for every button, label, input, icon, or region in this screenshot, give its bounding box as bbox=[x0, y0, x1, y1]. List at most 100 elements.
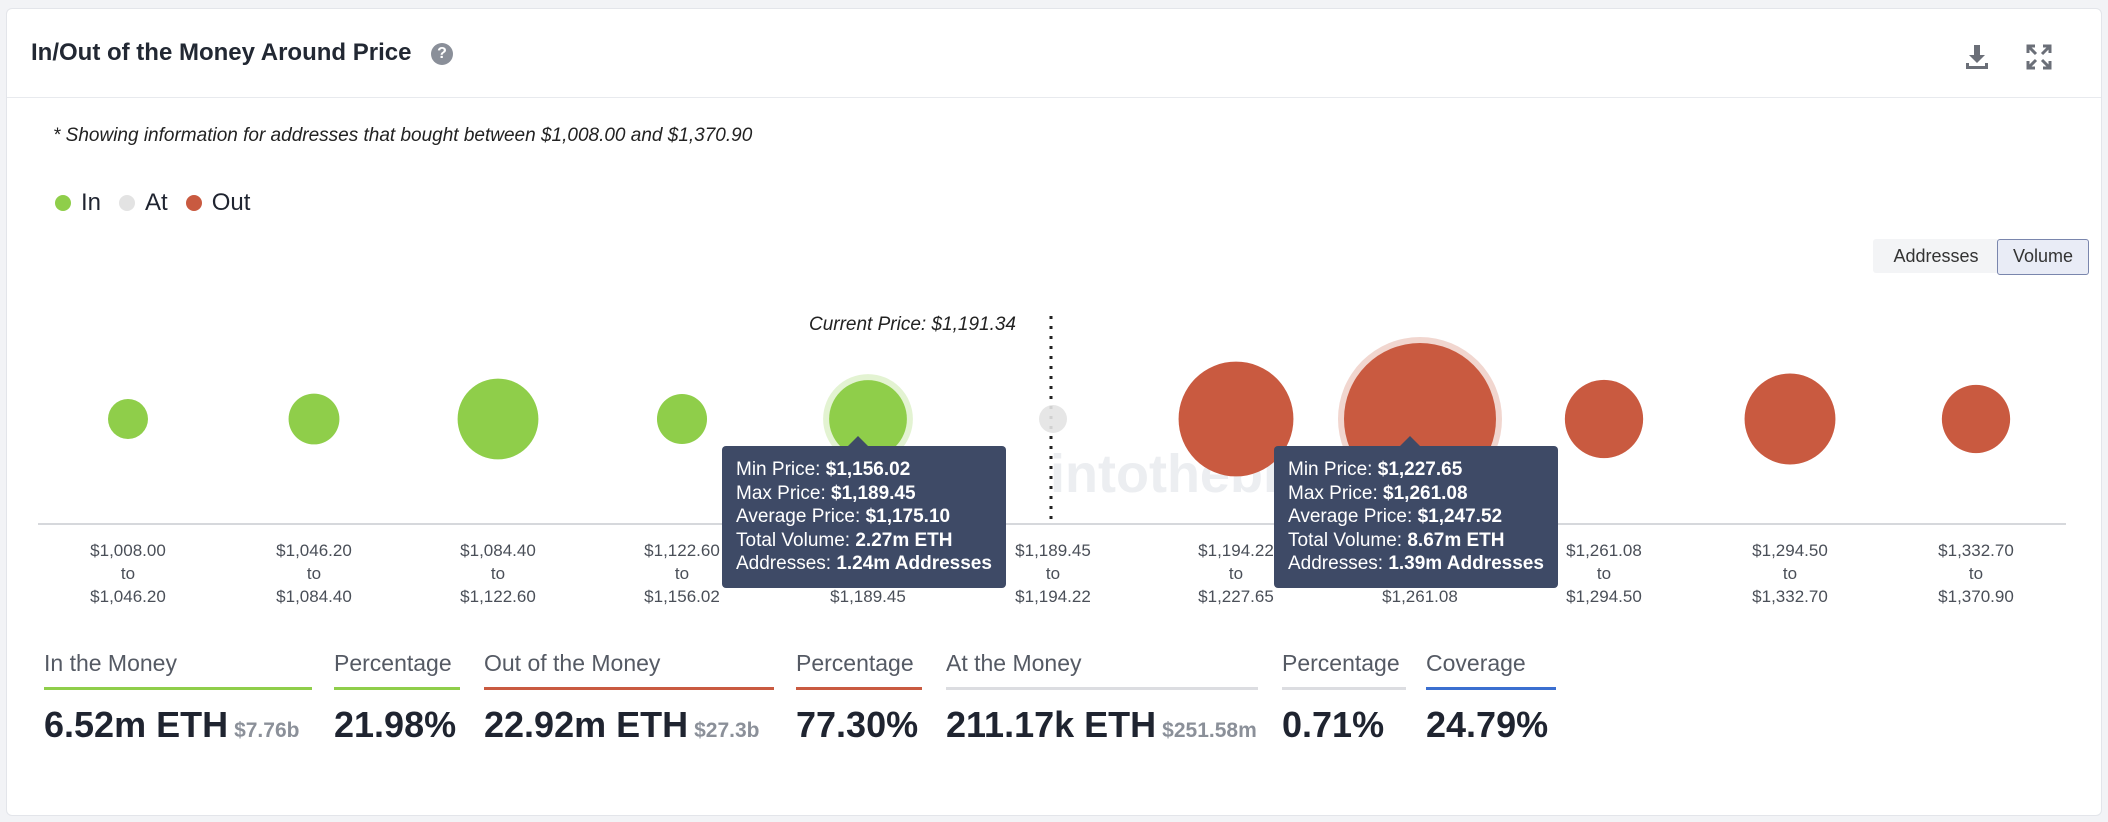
x-label-from: $1,084.40 bbox=[460, 541, 536, 560]
x-label-to: to bbox=[1783, 564, 1797, 583]
tooltip-value: 1.24m Addresses bbox=[836, 553, 992, 574]
tooltip-row: Addresses: 1.24m Addresses bbox=[736, 552, 992, 576]
stat-in-the-money: In the Money 6.52m ETH $7.76b bbox=[44, 650, 312, 746]
bubble-in[interactable] bbox=[656, 393, 708, 445]
stat-underline bbox=[946, 687, 1258, 690]
iomap-chart: intotheblock Current Price: $1,191.34 $1… bbox=[38, 314, 2066, 606]
tooltip-row: Min Price: $1,156.02 bbox=[736, 458, 992, 482]
bubble-out[interactable] bbox=[1564, 379, 1644, 459]
addresses-toggle[interactable]: Addresses bbox=[1873, 239, 1999, 273]
bubble-at[interactable] bbox=[1039, 405, 1067, 433]
tooltip-value: $1,261.08 bbox=[1383, 482, 1468, 504]
x-label-end: $1,332.70 bbox=[1752, 587, 1828, 606]
stat-value: 21.98% bbox=[334, 704, 460, 746]
stat-label: In the Money bbox=[44, 650, 177, 676]
x-label-from: $1,261.08 bbox=[1566, 541, 1642, 560]
stat-value-text: 77.30% bbox=[796, 704, 919, 745]
tooltip-row: Total Volume: 8.67m ETH bbox=[1288, 529, 1544, 553]
tooltip-label: Total Volume: bbox=[736, 529, 856, 551]
x-label-to: to bbox=[1229, 564, 1243, 583]
tooltip-row: Min Price: $1,227.65 bbox=[1288, 458, 1544, 482]
x-label-to: to bbox=[1969, 564, 1983, 583]
bubble-in[interactable] bbox=[108, 399, 148, 439]
tooltip-row: Average Price: $1,175.10 bbox=[736, 505, 992, 529]
stat-percentage: Percentage 21.98% bbox=[334, 650, 460, 746]
stat-value: 77.30% bbox=[796, 704, 922, 746]
download-icon[interactable] bbox=[1961, 41, 1993, 73]
x-label-from: $1,189.45 bbox=[1015, 541, 1091, 560]
stat-value-text: 0.71% bbox=[1282, 704, 1385, 745]
stat-coverage: Coverage 24.79% bbox=[1426, 650, 1556, 746]
tooltip-label: Max Price: bbox=[736, 482, 832, 504]
x-label-to: to bbox=[307, 564, 321, 583]
x-label-to: to bbox=[675, 564, 689, 583]
x-label-end: $1,189.45 bbox=[830, 587, 906, 606]
x-label-to: to bbox=[491, 564, 505, 583]
expand-icon[interactable] bbox=[2023, 41, 2055, 73]
x-label-end: $1,294.50 bbox=[1566, 587, 1642, 606]
tooltip-value: 8.67m ETH bbox=[1407, 529, 1505, 551]
stat-percentage: Percentage 0.71% bbox=[1282, 650, 1406, 746]
bubble-tooltip: Min Price: $1,227.65 Max Price: $1,261.08… bbox=[1274, 436, 1558, 588]
bubble-tooltip: Min Price: $1,156.02 Max Price: $1,189.45… bbox=[722, 436, 1006, 588]
stat-underline bbox=[334, 687, 460, 690]
bubble-out[interactable] bbox=[1178, 361, 1294, 477]
legend-dot-out bbox=[185, 195, 202, 211]
x-label-end: $1,261.08 bbox=[1382, 587, 1458, 606]
x-label-end: $1,156.02 bbox=[644, 587, 720, 606]
legend-dot-in bbox=[55, 195, 71, 211]
x-label-to: to bbox=[121, 564, 135, 583]
tooltip-value: 2.27m ETH bbox=[855, 529, 953, 551]
legend-label-at: At bbox=[145, 189, 168, 216]
stat-label: Coverage bbox=[1426, 650, 1526, 676]
legend-item-out[interactable]: Out bbox=[185, 189, 250, 217]
stat-label: Out of the Money bbox=[484, 650, 661, 676]
stat-label: At the Money bbox=[946, 650, 1082, 676]
stat-out-of-the-money: Out of the Money 22.92m ETH $27.3b bbox=[484, 650, 774, 746]
x-label-from: $1,332.70 bbox=[1938, 541, 2014, 560]
stat-label: Percentage bbox=[334, 650, 452, 676]
stat-usd-value: $7.76b bbox=[234, 719, 300, 742]
stat-at-the-money: At the Money 211.17k ETH $251.58m bbox=[946, 650, 1258, 746]
x-label-end: $1,046.20 bbox=[90, 587, 166, 606]
bubble-in[interactable] bbox=[288, 393, 340, 445]
card-title: In/Out of the Money Around Price bbox=[31, 39, 412, 66]
stat-underline bbox=[796, 687, 922, 690]
stat-value: 6.52m ETH $7.76b bbox=[44, 704, 312, 746]
tooltip-label: Addresses: bbox=[1288, 553, 1389, 574]
stat-underline bbox=[1426, 687, 1556, 690]
x-label-from: $1,008.00 bbox=[90, 541, 166, 560]
current-price-label: Current Price: $1,191.34 bbox=[809, 314, 1016, 335]
stat-usd-value: $251.58m bbox=[1162, 719, 1257, 742]
legend-dot-at bbox=[119, 195, 136, 211]
tooltip-label: Min Price: bbox=[736, 459, 826, 480]
bubble-in[interactable] bbox=[457, 378, 539, 460]
x-label-from: $1,046.20 bbox=[276, 541, 352, 560]
x-label-end: $1,194.22 bbox=[1015, 587, 1091, 606]
bubble-out[interactable] bbox=[1744, 373, 1836, 465]
x-label-from: $1,294.50 bbox=[1752, 541, 1828, 560]
x-label-end: $1,227.65 bbox=[1198, 587, 1274, 606]
volume-toggle[interactable]: Volume bbox=[1997, 239, 2089, 275]
legend-item-at[interactable]: At bbox=[119, 189, 168, 217]
stat-usd-value: $27.3b bbox=[694, 719, 760, 742]
tooltip-value: $1,189.45 bbox=[831, 482, 916, 504]
tooltip-label: Average Price: bbox=[736, 506, 866, 527]
legend-item-in[interactable]: In bbox=[55, 189, 101, 217]
stat-value: 24.79% bbox=[1426, 704, 1556, 746]
x-label-end: $1,122.60 bbox=[460, 587, 536, 606]
x-label-to: to bbox=[1046, 564, 1060, 583]
stat-value: 0.71% bbox=[1282, 704, 1406, 746]
bubble-out[interactable] bbox=[1941, 384, 2011, 454]
tooltip-value: $1,175.10 bbox=[865, 506, 951, 527]
stat-underline bbox=[1282, 687, 1406, 690]
tooltip-arrow bbox=[1400, 436, 1420, 446]
stat-value: 211.17k ETH $251.58m bbox=[946, 704, 1258, 746]
tooltip-value: $1,247.52 bbox=[1417, 506, 1503, 527]
x-label-end: $1,084.40 bbox=[276, 587, 352, 606]
stat-label: Percentage bbox=[1282, 650, 1400, 676]
help-icon[interactable]: ? bbox=[431, 43, 453, 65]
stat-value-text: 24.79% bbox=[1426, 704, 1549, 745]
x-label-from: $1,122.60 bbox=[644, 541, 720, 560]
tooltip-label: Min Price: bbox=[1288, 459, 1378, 480]
